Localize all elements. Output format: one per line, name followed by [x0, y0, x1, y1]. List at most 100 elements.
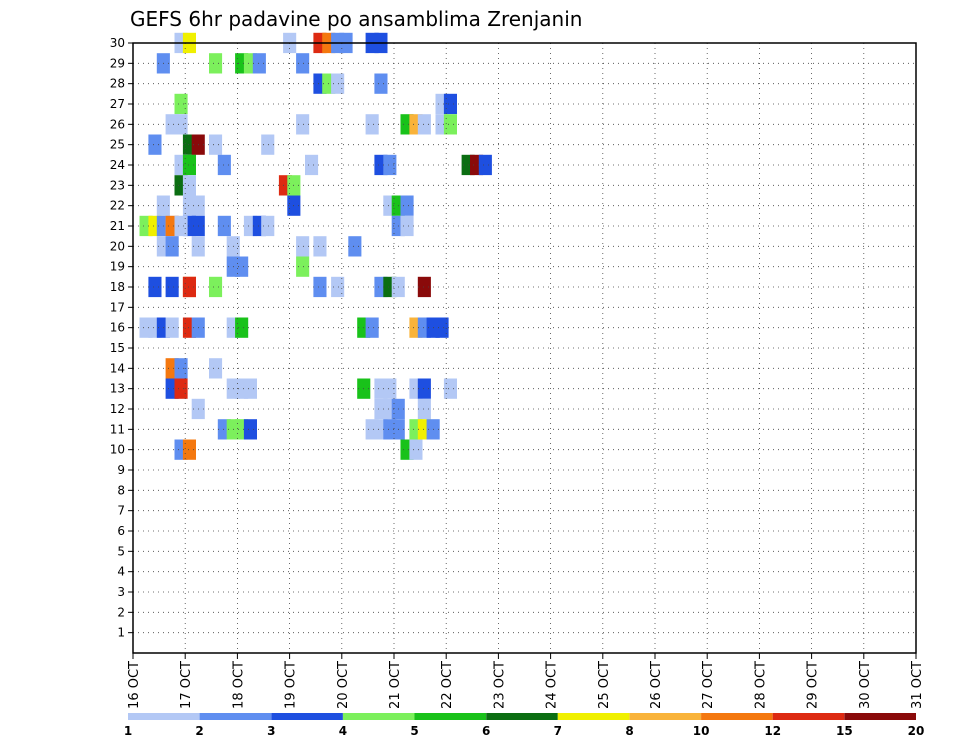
heatmap-cell [417, 378, 431, 399]
y-tick-label: 29 [110, 56, 125, 70]
colorbar-label: 6 [482, 724, 490, 738]
x-tick-label: 20 OCT [336, 661, 351, 709]
x-tick-label: 25 OCT [597, 661, 612, 709]
heatmap-cell [296, 236, 310, 257]
heatmap-cell [409, 439, 423, 460]
colorbar-swatch [486, 713, 558, 720]
colorbar-swatch [414, 713, 487, 720]
heatmap-cell [435, 317, 449, 338]
y-tick-label: 19 [110, 260, 125, 274]
x-tick-label: 28 OCT [753, 661, 768, 709]
heatmap-cell [313, 236, 327, 257]
heatmap-cell [443, 378, 457, 399]
y-tick-label: 28 [110, 77, 125, 91]
colorbar-label: 1 [124, 724, 132, 738]
y-tick-label: 14 [110, 361, 125, 375]
colorbar-label: 8 [625, 724, 633, 738]
chart-title: GEFS 6hr padavine po ansamblima Zrenjani… [130, 7, 582, 31]
heatmap-cell [217, 154, 231, 176]
y-tick-label: 23 [110, 178, 125, 192]
colorbar-label: 2 [195, 724, 203, 738]
heatmap-cell [235, 317, 249, 338]
y-tick-label: 18 [110, 280, 125, 294]
heatmap-cell [443, 93, 457, 115]
colorbar-swatch [701, 713, 773, 720]
colorbar-swatch [128, 713, 200, 720]
y-tick-label: 3 [117, 585, 125, 599]
y-tick-label: 15 [110, 341, 125, 355]
x-tick-label: 16 OCT [127, 661, 142, 709]
x-tick-label: 21 OCT [388, 661, 403, 709]
y-tick-label: 11 [110, 422, 125, 436]
heatmap-cell [331, 276, 345, 298]
heatmap-cell [174, 114, 188, 135]
heatmap-cell [400, 195, 414, 216]
heatmap-cell [417, 276, 431, 298]
colorbar-label: 5 [410, 724, 418, 738]
y-tick-label: 9 [117, 463, 125, 477]
heatmap-cell [443, 114, 457, 135]
colorbar-swatch [557, 713, 630, 720]
x-tick-label: 19 OCT [284, 661, 299, 709]
y-tick-label: 30 [110, 36, 125, 50]
heatmap-cell [313, 276, 327, 298]
colorbar-swatch [199, 713, 272, 720]
y-tick-label: 10 [110, 443, 125, 457]
y-tick-label: 27 [110, 97, 125, 111]
x-tick-label: 17 OCT [179, 661, 194, 709]
heatmap-cell [296, 256, 310, 277]
heatmap-cell [165, 276, 179, 298]
y-tick-label: 4 [117, 565, 125, 579]
heatmap-cell [182, 175, 196, 196]
y-tick-label: 7 [117, 504, 125, 518]
heatmap-cell [209, 358, 223, 379]
x-tick-label: 27 OCT [701, 661, 716, 709]
grid-lines [133, 42, 916, 653]
x-tick-label: 23 OCT [492, 661, 507, 709]
heatmap-cell [174, 93, 188, 115]
heatmap-cell [174, 378, 188, 399]
heatmap-cell [148, 134, 162, 155]
colorbar-label: 20 [908, 724, 925, 738]
heatmap-cell [165, 236, 179, 257]
heatmap-cell [182, 276, 196, 298]
y-tick-label: 22 [110, 199, 125, 213]
y-tick-label: 17 [110, 300, 125, 314]
heatmap-cell [217, 215, 231, 237]
colorbar-swatch [342, 713, 415, 720]
x-tick-label: 29 OCT [806, 661, 821, 709]
y-tick-label: 25 [110, 138, 125, 152]
heatmap-cell [252, 53, 266, 74]
colorbar: 1 2 3 4 5 6 7 8 10 12 15 20 [124, 713, 925, 738]
x-tick-label: 31 OCT [910, 661, 925, 709]
heatmap-cell [209, 276, 223, 298]
x-tick-label: 30 OCT [858, 661, 873, 709]
heatmap-cell [383, 154, 397, 176]
y-tick-label: 24 [110, 158, 125, 172]
heatmap-cell [478, 154, 492, 176]
heatmap-cell [348, 236, 362, 257]
heatmap-cell [243, 378, 257, 399]
y-tick-label: 21 [110, 219, 125, 233]
y-tick-label: 6 [117, 524, 125, 538]
colorbar-swatch [271, 713, 343, 720]
heatmap-cell [417, 114, 431, 135]
y-tick-label: 8 [117, 483, 125, 497]
x-tick-label: 18 OCT [231, 661, 246, 709]
y-axis: 1234567891011121314151617181920212223242… [110, 36, 133, 640]
colorbar-label: 3 [267, 724, 275, 738]
heatmap-cell [374, 73, 388, 94]
heatmap-cell [365, 317, 379, 338]
colorbar-label: 4 [339, 724, 347, 738]
x-tick-label: 24 OCT [545, 661, 560, 709]
heatmap-cell [174, 215, 188, 237]
heatmap-cell [174, 358, 188, 379]
colorbar-swatch [629, 713, 702, 720]
heatmap-cell [383, 378, 397, 399]
heatmap-cell [148, 276, 162, 298]
heatmap-cell [261, 134, 275, 155]
y-tick-label: 5 [117, 544, 125, 558]
heatmap-cell [400, 215, 414, 237]
colorbar-label: 7 [554, 724, 562, 738]
heatmap-cell [235, 256, 249, 277]
